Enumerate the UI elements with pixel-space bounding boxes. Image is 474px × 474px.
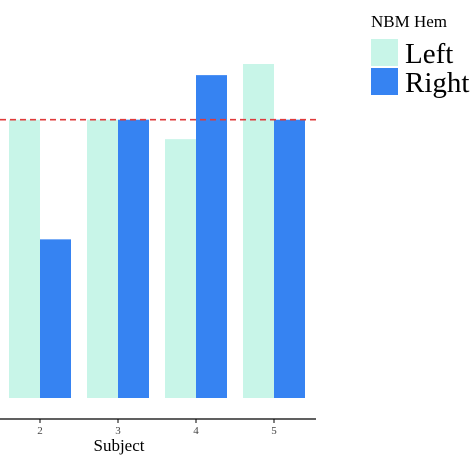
bar-left-4 bbox=[165, 139, 196, 398]
legend-label-right: Right bbox=[405, 67, 469, 99]
bar-right-5 bbox=[274, 119, 305, 399]
x-tick-label-2: 2 bbox=[37, 425, 43, 437]
legend-label-left: Left bbox=[405, 38, 453, 70]
x-axis-label: Subject bbox=[94, 436, 145, 455]
legend-key-left bbox=[371, 39, 398, 66]
bars-group bbox=[9, 64, 305, 399]
bar-right-3 bbox=[118, 119, 149, 399]
x-ticks-group: 12345 bbox=[37, 419, 277, 437]
x-tick-label-4: 4 bbox=[193, 425, 199, 437]
bar-left-3 bbox=[87, 119, 118, 399]
bar-right-4 bbox=[196, 75, 227, 398]
bar-left-5 bbox=[243, 64, 274, 398]
legend-title: NBM Hem bbox=[371, 12, 447, 31]
legend-key-right bbox=[371, 68, 398, 95]
bar-left-2 bbox=[9, 119, 40, 399]
bar-right-2 bbox=[40, 239, 71, 398]
x-tick-label-3: 3 bbox=[115, 425, 121, 437]
x-tick-label-5: 5 bbox=[271, 425, 277, 437]
